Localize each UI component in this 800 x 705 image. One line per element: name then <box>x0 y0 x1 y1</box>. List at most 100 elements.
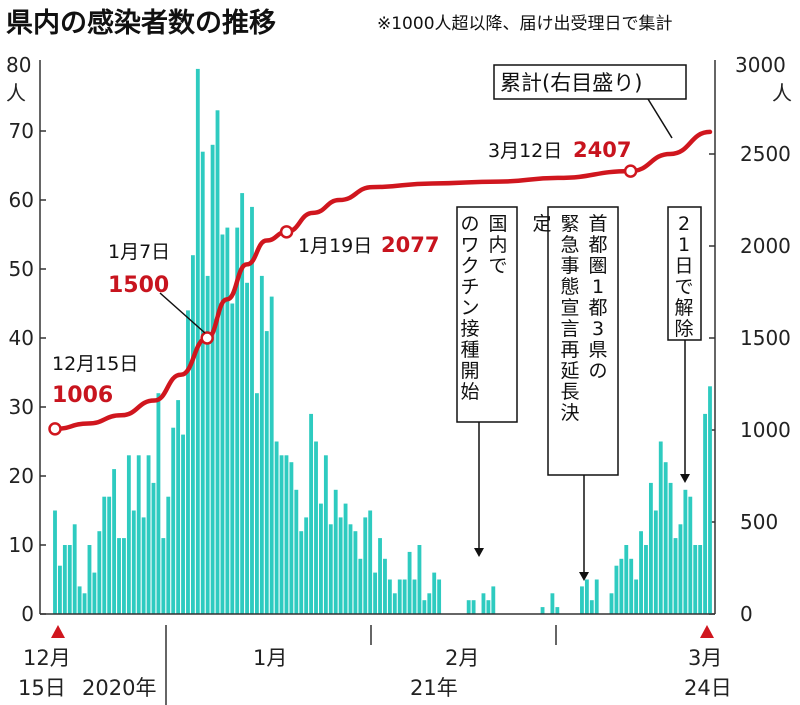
dec15-date-label: 12月15日 <box>52 353 138 375</box>
daily-bar <box>328 524 333 614</box>
daily-bar <box>363 517 368 614</box>
x-end-month: 3月 <box>688 646 722 670</box>
daily-bar <box>614 565 619 614</box>
daily-bars <box>53 68 712 615</box>
daily-bar <box>580 586 584 614</box>
daily-bar <box>126 455 131 614</box>
cumulative-label: 累計(右目盛り) <box>500 71 642 95</box>
daily-bar <box>156 393 161 614</box>
daily-bar <box>589 600 594 614</box>
vaccine-annotation-box <box>456 206 518 423</box>
daily-bar <box>304 517 309 614</box>
left-tick-label: 20 <box>9 464 34 488</box>
right-tick-label: 500 <box>740 510 778 534</box>
daily-bar <box>62 545 67 614</box>
daily-bar <box>254 393 259 614</box>
extend-annotation: 首都圏 1 都 3 県の緊急事態宣言再延長決定 <box>532 213 607 424</box>
daily-bar <box>190 255 195 614</box>
daily-bar <box>97 531 102 614</box>
right-unit-value: 3000 <box>735 53 786 77</box>
daily-bar <box>112 469 117 614</box>
left-tick-label: 50 <box>9 257 34 281</box>
daily-bar <box>619 558 624 614</box>
daily-bar <box>407 551 412 614</box>
left-tick-label: 60 <box>9 188 34 212</box>
left-tick-label: 70 <box>9 119 34 143</box>
daily-bar <box>289 462 294 614</box>
daily-bar <box>279 455 284 614</box>
daily-bar <box>195 68 200 614</box>
daily-bar <box>383 558 387 614</box>
x-end-day: 24日 <box>684 676 732 700</box>
daily-bar <box>437 579 442 614</box>
mar12-date-label: 3月12日 <box>488 140 562 162</box>
daily-bar <box>540 607 545 614</box>
vaccine-arrowhead <box>474 548 484 557</box>
left-tick-label: 40 <box>9 326 34 350</box>
x-start-month: 12月 <box>23 646 71 670</box>
cumulative-marker <box>48 422 62 436</box>
dec15-value-label: 1006 <box>52 383 113 408</box>
daily-bar <box>176 400 181 614</box>
cumulative-marker <box>200 331 214 345</box>
daily-bar <box>673 538 678 614</box>
left-tick-label: 30 <box>9 395 34 419</box>
daily-bar <box>245 282 249 614</box>
daily-bar <box>274 441 279 614</box>
daily-bar <box>353 531 358 614</box>
daily-bar <box>117 538 121 614</box>
daily-bar <box>58 565 62 614</box>
cumulative-label-pointer <box>647 98 673 139</box>
vaccine-annotation: 国内でのワクチン接種開始 <box>460 213 507 403</box>
daily-bar <box>708 386 712 614</box>
daily-bar <box>634 579 639 614</box>
daily-bar <box>653 510 658 614</box>
daily-bar <box>146 455 151 614</box>
daily-bar <box>609 593 614 614</box>
daily-bar <box>151 482 156 614</box>
right-tick-label: 2000 <box>740 234 791 258</box>
daily-bar <box>136 455 141 614</box>
cumulative-marker <box>279 225 294 239</box>
daily-bar <box>471 600 476 614</box>
left-tick-label: 0 <box>21 602 34 626</box>
daily-bar <box>230 303 235 614</box>
daily-bar <box>387 579 392 614</box>
daily-bar <box>67 545 72 614</box>
jan7-value-label: 1500 <box>108 273 169 298</box>
daily-bar <box>348 524 353 614</box>
daily-bar <box>693 545 698 614</box>
daily-bar <box>422 600 427 614</box>
extend-annotation-box <box>547 206 619 476</box>
daily-bar <box>299 531 304 614</box>
daily-bar <box>417 545 422 614</box>
cumulative-label-box <box>493 64 687 100</box>
right-tick-label: 1500 <box>740 326 791 350</box>
x-start-day: 15日 <box>18 676 66 700</box>
daily-bar <box>200 151 205 614</box>
daily-bar <box>77 586 82 614</box>
daily-bar <box>309 413 314 614</box>
daily-bar <box>550 593 555 614</box>
daily-bar <box>397 579 402 614</box>
right-unit: 人 <box>772 81 792 105</box>
daily-bar <box>181 434 185 614</box>
right-tick-label: 1000 <box>740 418 791 442</box>
x-month-feb: 2月 <box>445 646 479 670</box>
jan19-date-label: 1月19日 <box>298 235 372 257</box>
daily-bar <box>594 579 599 614</box>
jan19-value-label: 2077 <box>381 233 439 257</box>
daily-bar <box>412 579 417 614</box>
lift-annotation: 2 1 日で解除 <box>674 213 693 340</box>
daily-bar <box>323 455 328 614</box>
daily-bar <box>141 517 146 614</box>
chart-subtitle: ※1000人超以降、届け出受理日で集計 <box>377 14 673 34</box>
daily-bar <box>250 206 254 614</box>
daily-bar <box>698 545 703 614</box>
x-year-2020: 2020年 <box>82 676 156 700</box>
right-tick-label: 0 <box>740 602 753 626</box>
daily-bar <box>663 462 668 614</box>
daily-bar <box>161 538 166 614</box>
chart-title: 県内の感染者数の推移 <box>6 7 276 39</box>
lift-arrowhead <box>680 474 690 483</box>
